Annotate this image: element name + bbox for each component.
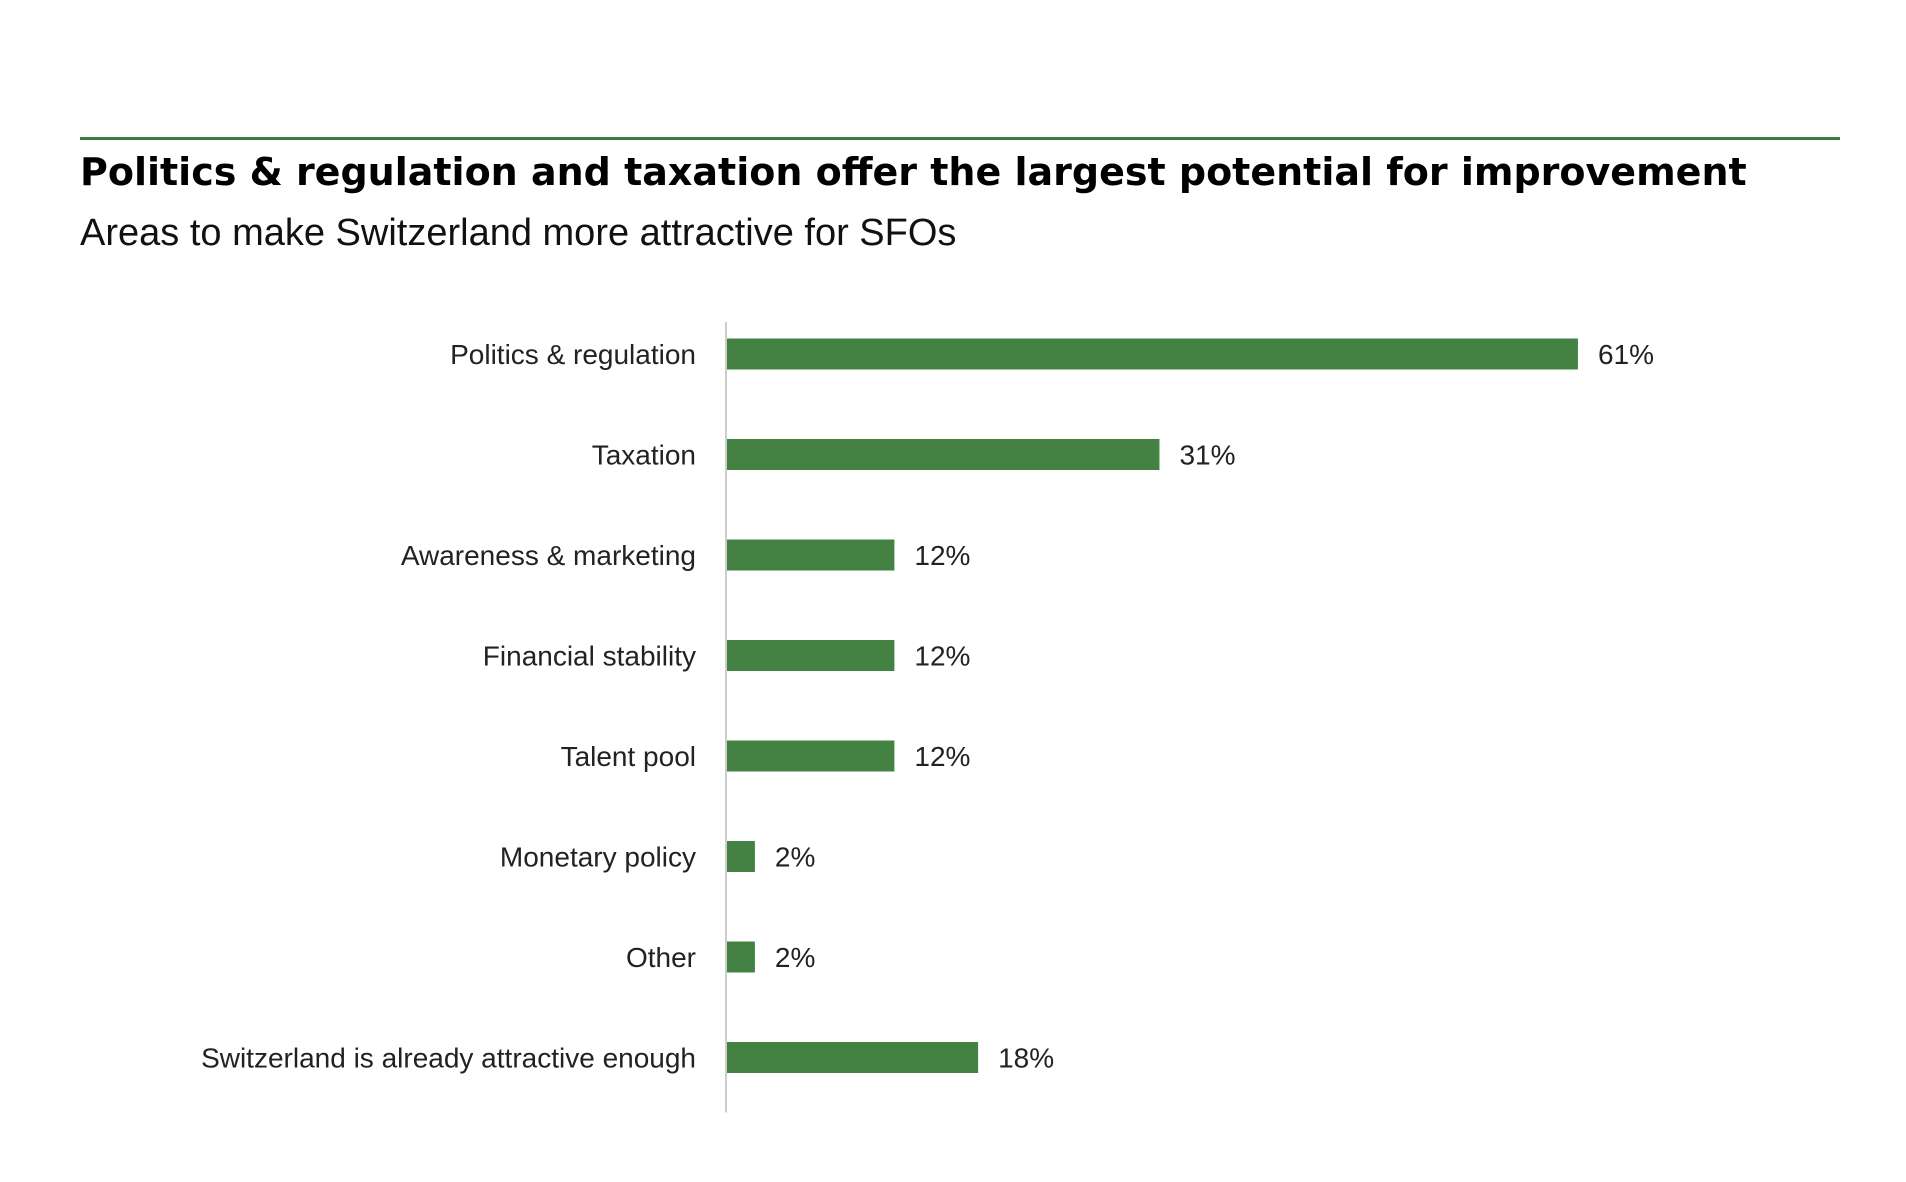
bar xyxy=(727,338,1578,370)
category-label: Politics & regulation xyxy=(450,339,696,370)
value-label: 31% xyxy=(1179,440,1235,471)
chart-subtitle: Areas to make Switzerland more attractiv… xyxy=(80,212,957,254)
bar xyxy=(727,740,895,772)
category-label: Switzerland is already attractive enough xyxy=(201,1043,696,1074)
bar xyxy=(727,640,895,671)
bar xyxy=(727,1042,979,1073)
bar xyxy=(727,539,895,571)
value-label: 18% xyxy=(998,1043,1054,1074)
bar xyxy=(727,841,755,872)
category-label: Awareness & marketing xyxy=(401,540,696,571)
bar xyxy=(727,941,755,973)
category-label: Other xyxy=(626,942,696,973)
value-label: 2% xyxy=(775,842,815,873)
bar xyxy=(727,439,1160,470)
value-label: 61% xyxy=(1598,339,1654,370)
chart-title: Politics & regulation and taxation offer… xyxy=(80,150,1747,194)
category-label: Monetary policy xyxy=(500,842,696,873)
value-label: 12% xyxy=(914,540,970,571)
value-label: 12% xyxy=(914,641,970,672)
value-label: 12% xyxy=(914,741,970,772)
category-label: Financial stability xyxy=(483,641,696,672)
value-label: 2% xyxy=(775,942,815,973)
category-label: Talent pool xyxy=(561,741,696,772)
category-label: Taxation xyxy=(592,440,696,471)
title-rule xyxy=(80,137,1840,140)
